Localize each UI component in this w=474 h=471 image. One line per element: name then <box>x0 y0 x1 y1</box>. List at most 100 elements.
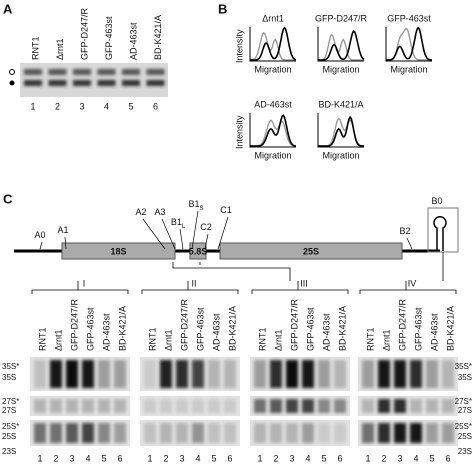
band <box>378 423 390 443</box>
band <box>82 399 94 413</box>
band <box>82 423 94 443</box>
band <box>122 80 140 86</box>
site-text: A1 <box>57 225 68 235</box>
gel <box>358 357 458 391</box>
band <box>334 423 346 443</box>
lane-label: RNT1 <box>30 36 40 60</box>
site-sub: S <box>200 206 204 212</box>
band <box>224 399 236 413</box>
band <box>442 399 454 413</box>
site-leader <box>217 216 229 250</box>
lane-number: 1 <box>37 453 42 463</box>
band <box>192 423 204 443</box>
band <box>208 423 220 443</box>
band <box>144 360 156 388</box>
band-label-left: 35S* <box>2 362 19 371</box>
site-text: A2 <box>135 207 146 217</box>
lane-label: GFP-D247/R <box>79 7 89 60</box>
band <box>24 69 42 75</box>
x-axis-label: Migration <box>322 150 359 160</box>
lane-label: RNT1 <box>147 327 157 351</box>
curve-gray <box>250 119 297 147</box>
axes <box>317 113 364 148</box>
lane-number: 1 <box>147 453 152 463</box>
lane-label: RNT1 <box>365 327 375 351</box>
band <box>334 360 346 388</box>
lane-label: BD-K421/A <box>337 306 347 351</box>
gel <box>140 357 240 391</box>
lane-number: 1 <box>365 453 370 463</box>
site-label: A2 <box>135 207 146 217</box>
site-text: B1 <box>188 199 199 209</box>
lane-number: 3 <box>79 101 84 111</box>
band-label-left: 27S* <box>2 397 19 406</box>
band-label-right: 27S* <box>455 397 472 406</box>
lane-label: RNT1 <box>37 327 47 351</box>
band <box>114 423 126 443</box>
lane-label: GFP-463st <box>413 307 423 351</box>
band <box>208 360 220 388</box>
lane-number: 6 <box>337 453 342 463</box>
region-label: 5.8S <box>189 246 208 256</box>
curve-gray <box>249 31 296 61</box>
band <box>426 360 438 388</box>
lane-label: AD-463st <box>321 313 331 351</box>
band <box>146 80 165 86</box>
band-label-left: 27S <box>2 406 16 415</box>
site-text: A3 <box>154 207 165 217</box>
axes <box>385 27 432 62</box>
panel-label: B <box>218 1 227 16</box>
lane-label: BD-K421/A <box>153 15 163 60</box>
site-label: B2 <box>399 226 410 236</box>
fragment-bracket <box>251 289 349 294</box>
y-axis-label: Intensity <box>234 115 244 149</box>
site-leader <box>406 237 413 250</box>
band <box>224 423 236 443</box>
band <box>176 399 188 413</box>
gel <box>358 420 458 446</box>
band-label-left: 25S* <box>2 422 19 431</box>
band <box>394 360 406 388</box>
curve-gray <box>318 33 364 61</box>
site-leader <box>204 233 209 250</box>
lane-label: GFP-D247/R <box>397 298 407 351</box>
band <box>302 399 314 413</box>
band <box>98 423 110 443</box>
site-label: A3 <box>154 207 165 217</box>
site-label: A0 <box>34 230 45 240</box>
lane-label: BD-K421/A <box>117 306 127 351</box>
fragment-bracket <box>31 289 129 294</box>
fragment-bracket <box>141 289 239 294</box>
connector <box>172 262 291 281</box>
lane-number: 6 <box>227 453 232 463</box>
region-box <box>219 242 403 260</box>
band <box>286 423 298 443</box>
band-label-left: 35S <box>2 373 16 382</box>
band <box>254 360 266 388</box>
gel <box>30 420 130 446</box>
band <box>442 423 454 443</box>
site-label: C2 <box>200 222 212 232</box>
band <box>114 360 126 388</box>
band <box>98 399 110 413</box>
gel <box>250 357 350 391</box>
plot-title: AD-463st <box>254 99 292 109</box>
lane-label: Δrnt1 <box>163 329 173 351</box>
band <box>66 399 78 413</box>
gel <box>30 357 130 391</box>
site-label: B0 <box>431 196 442 206</box>
lane-number: 4 <box>104 101 109 111</box>
lane-number: 4 <box>85 453 90 463</box>
band <box>224 360 236 388</box>
lane-number: 1 <box>30 101 35 111</box>
band <box>66 423 78 443</box>
site-leader <box>64 236 67 250</box>
curve-black <box>318 29 365 61</box>
lane-label: AD-463st <box>101 313 111 351</box>
lane-number: 2 <box>55 101 60 111</box>
site-leader <box>179 228 184 250</box>
lane-label: AD-463st <box>128 22 138 60</box>
lane-number: 3 <box>397 453 402 463</box>
band <box>48 69 67 75</box>
site-label: A1 <box>57 225 68 235</box>
